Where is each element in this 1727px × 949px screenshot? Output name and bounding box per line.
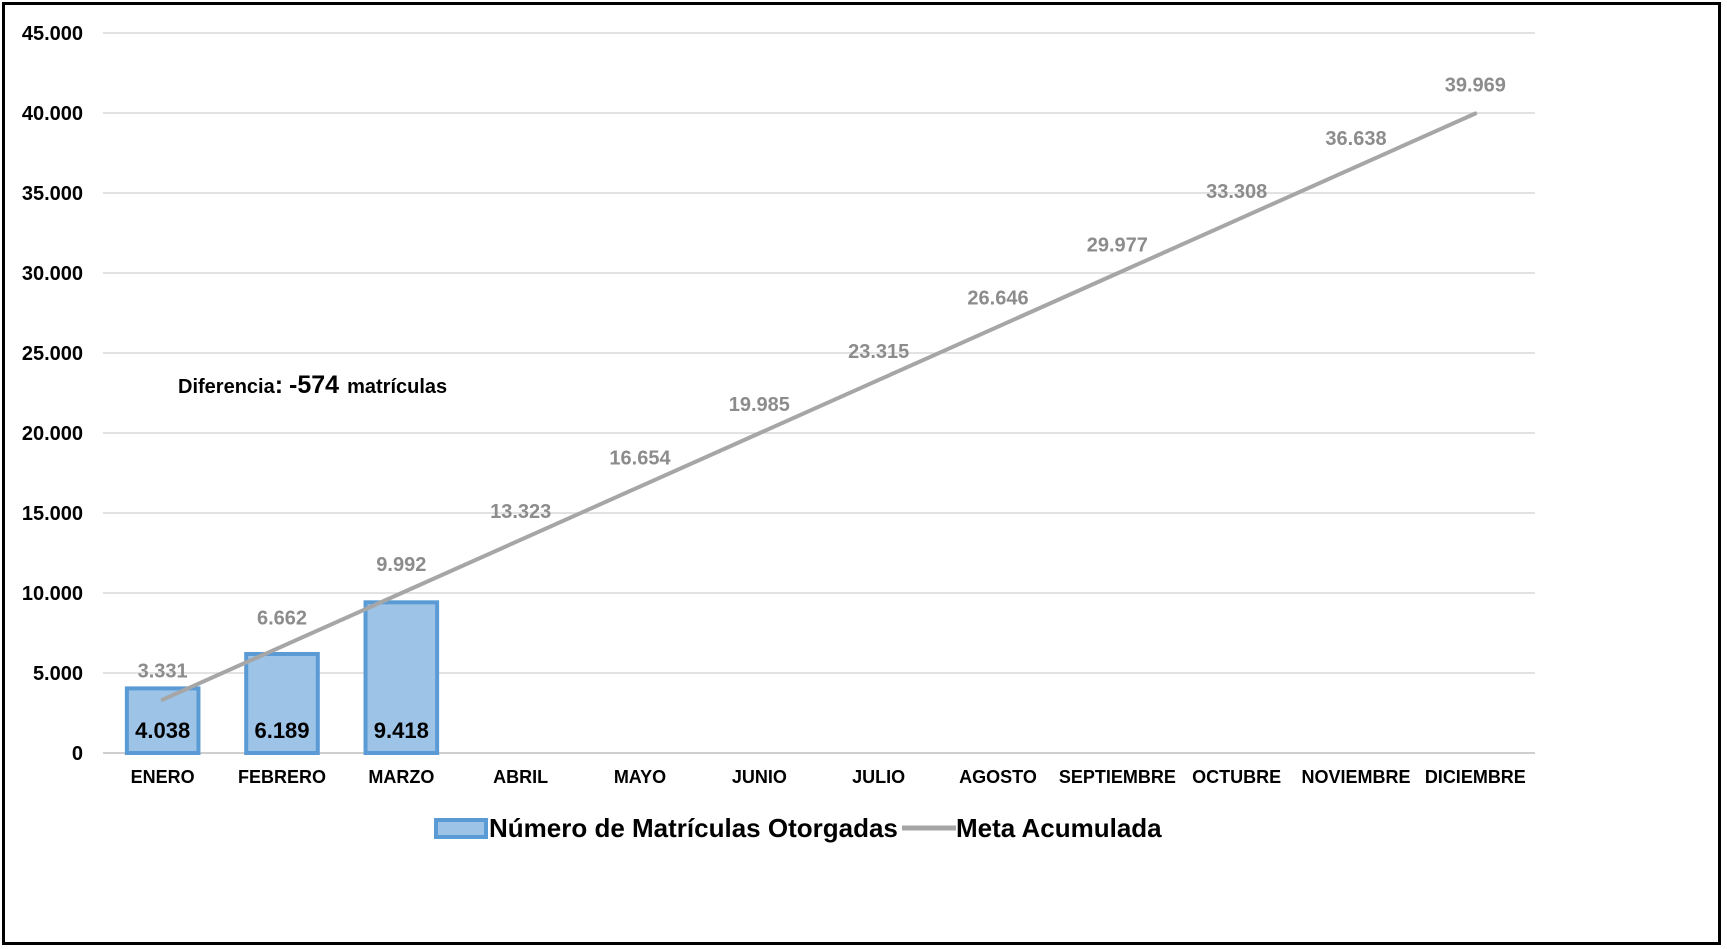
- x-tick-label: MAYO: [614, 767, 666, 787]
- line-series: 3.331 6.662 9.992 13.323 16.654 19.985 23.315 2…: [138, 74, 1506, 699]
- x-tick-label: JUNIO: [732, 767, 787, 787]
- x-axis: ENERO FEBRERO MARZO ABRIL MAYO JUNIO JULIO AGOS…: [131, 767, 1526, 787]
- y-tick-label: 10.000: [22, 583, 83, 605]
- y-tick-label: 20.000: [22, 423, 83, 445]
- y-tick-label: 45.000: [22, 23, 83, 45]
- line-data-label: 19.985: [729, 394, 790, 416]
- x-tick-label: MARZO: [368, 767, 434, 787]
- line-data-label: 23.315: [848, 341, 909, 363]
- bar-data-label: 4.038: [135, 718, 190, 743]
- line-data-label: 26.646: [967, 288, 1028, 310]
- legend-bar-swatch: [436, 820, 486, 837]
- line-data-label: 6.662: [257, 607, 307, 629]
- line-data-label: 33.308: [1206, 181, 1267, 203]
- bar-data-label: 6.189: [254, 718, 309, 743]
- difference-value: -574: [289, 371, 339, 399]
- y-axis: 0 5.000 10.000 15.000 20.000 25.000 30.000 35.0…: [22, 23, 83, 765]
- y-tick-label: 35.000: [22, 183, 83, 205]
- y-tick-label: 15.000: [22, 503, 83, 525]
- x-tick-label: JULIO: [852, 767, 905, 787]
- line-data-label: 3.331: [138, 661, 188, 683]
- legend-bar-label: Número de Matrículas Otorgadas: [489, 813, 898, 843]
- x-tick-label: DICIEMBRE: [1425, 767, 1526, 787]
- x-tick-label: OCTUBRE: [1192, 767, 1281, 787]
- line-data-label: 29.977: [1087, 234, 1148, 256]
- y-tick-label: 25.000: [22, 343, 83, 365]
- y-tick-label: 5.000: [33, 663, 83, 685]
- difference-colon: :: [275, 371, 283, 399]
- difference-annotation: Diferencia: -574 matrículas: [178, 371, 447, 399]
- bar-data-label: 9.418: [374, 718, 429, 743]
- line-data-label: 13.323: [490, 501, 551, 523]
- y-tick-label: 30.000: [22, 263, 83, 285]
- meta-acumulada-line: [163, 113, 1476, 699]
- x-tick-label: AGOSTO: [959, 767, 1037, 787]
- difference-prefix: Diferencia: [178, 376, 276, 398]
- legend-line-label: Meta Acumulada: [956, 813, 1162, 843]
- y-tick-label: 40.000: [22, 103, 83, 125]
- x-tick-label: ENERO: [131, 767, 195, 787]
- difference-suffix: matrículas: [347, 376, 447, 398]
- legend: Número de Matrículas Otorgadas Meta Acum…: [436, 813, 1162, 843]
- line-data-label: 36.638: [1325, 128, 1386, 150]
- x-tick-label: FEBRERO: [238, 767, 326, 787]
- x-tick-label: ABRIL: [493, 767, 548, 787]
- line-data-label: 39.969: [1445, 74, 1506, 96]
- line-data-label: 9.992: [376, 554, 426, 576]
- y-tick-label: 0: [72, 743, 83, 765]
- line-data-label: 16.654: [609, 448, 671, 470]
- chart-svg: 0 5.000 10.000 15.000 20.000 25.000 30.000 35.0…: [5, 5, 1718, 942]
- x-tick-label: SEPTIEMBRE: [1059, 767, 1176, 787]
- x-tick-label: NOVIEMBRE: [1301, 767, 1410, 787]
